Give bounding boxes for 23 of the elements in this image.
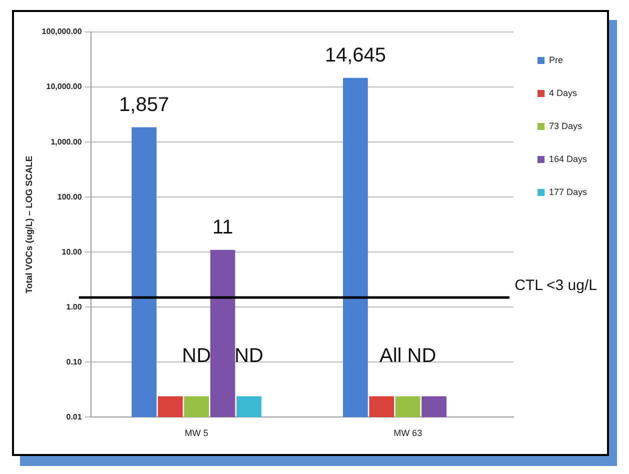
y-tick-label: 10.00 (62, 247, 82, 256)
y-tick-label: 0.10 (66, 357, 82, 366)
y-tick-label: 1.00 (66, 302, 82, 312)
y-tick-label: 0.01 (66, 412, 82, 422)
y-tick-label: 10,000.00 (46, 82, 82, 92)
y-axis-title: Total VOCs (ug/L) – LOG SCALE (24, 156, 34, 294)
y-tick-label: 100,000.00 (42, 27, 82, 36)
data-label: ND (234, 344, 264, 367)
y-tick-label: 1,000.00 (50, 137, 82, 146)
data-label: 1,857 (119, 94, 170, 116)
x-tick-label: MW 63 (394, 428, 422, 438)
legend-label: 4 Days (548, 88, 578, 98)
data-label: 14,645 (324, 44, 386, 66)
legend-label: Pre (548, 54, 563, 65)
legend-label: 177 Days (548, 186, 588, 197)
x-tick-label: MW 5 (184, 428, 208, 438)
y-tick-label: 100.00 (57, 192, 82, 202)
data-label: ND (182, 344, 211, 367)
legend-label: 73 Days (548, 120, 582, 131)
data-label: All ND (379, 344, 436, 367)
legend-label: 164 Days (548, 154, 588, 164)
ref-line-label: CTL <3 ug/L (514, 277, 597, 294)
data-label: 11 (212, 216, 234, 238)
